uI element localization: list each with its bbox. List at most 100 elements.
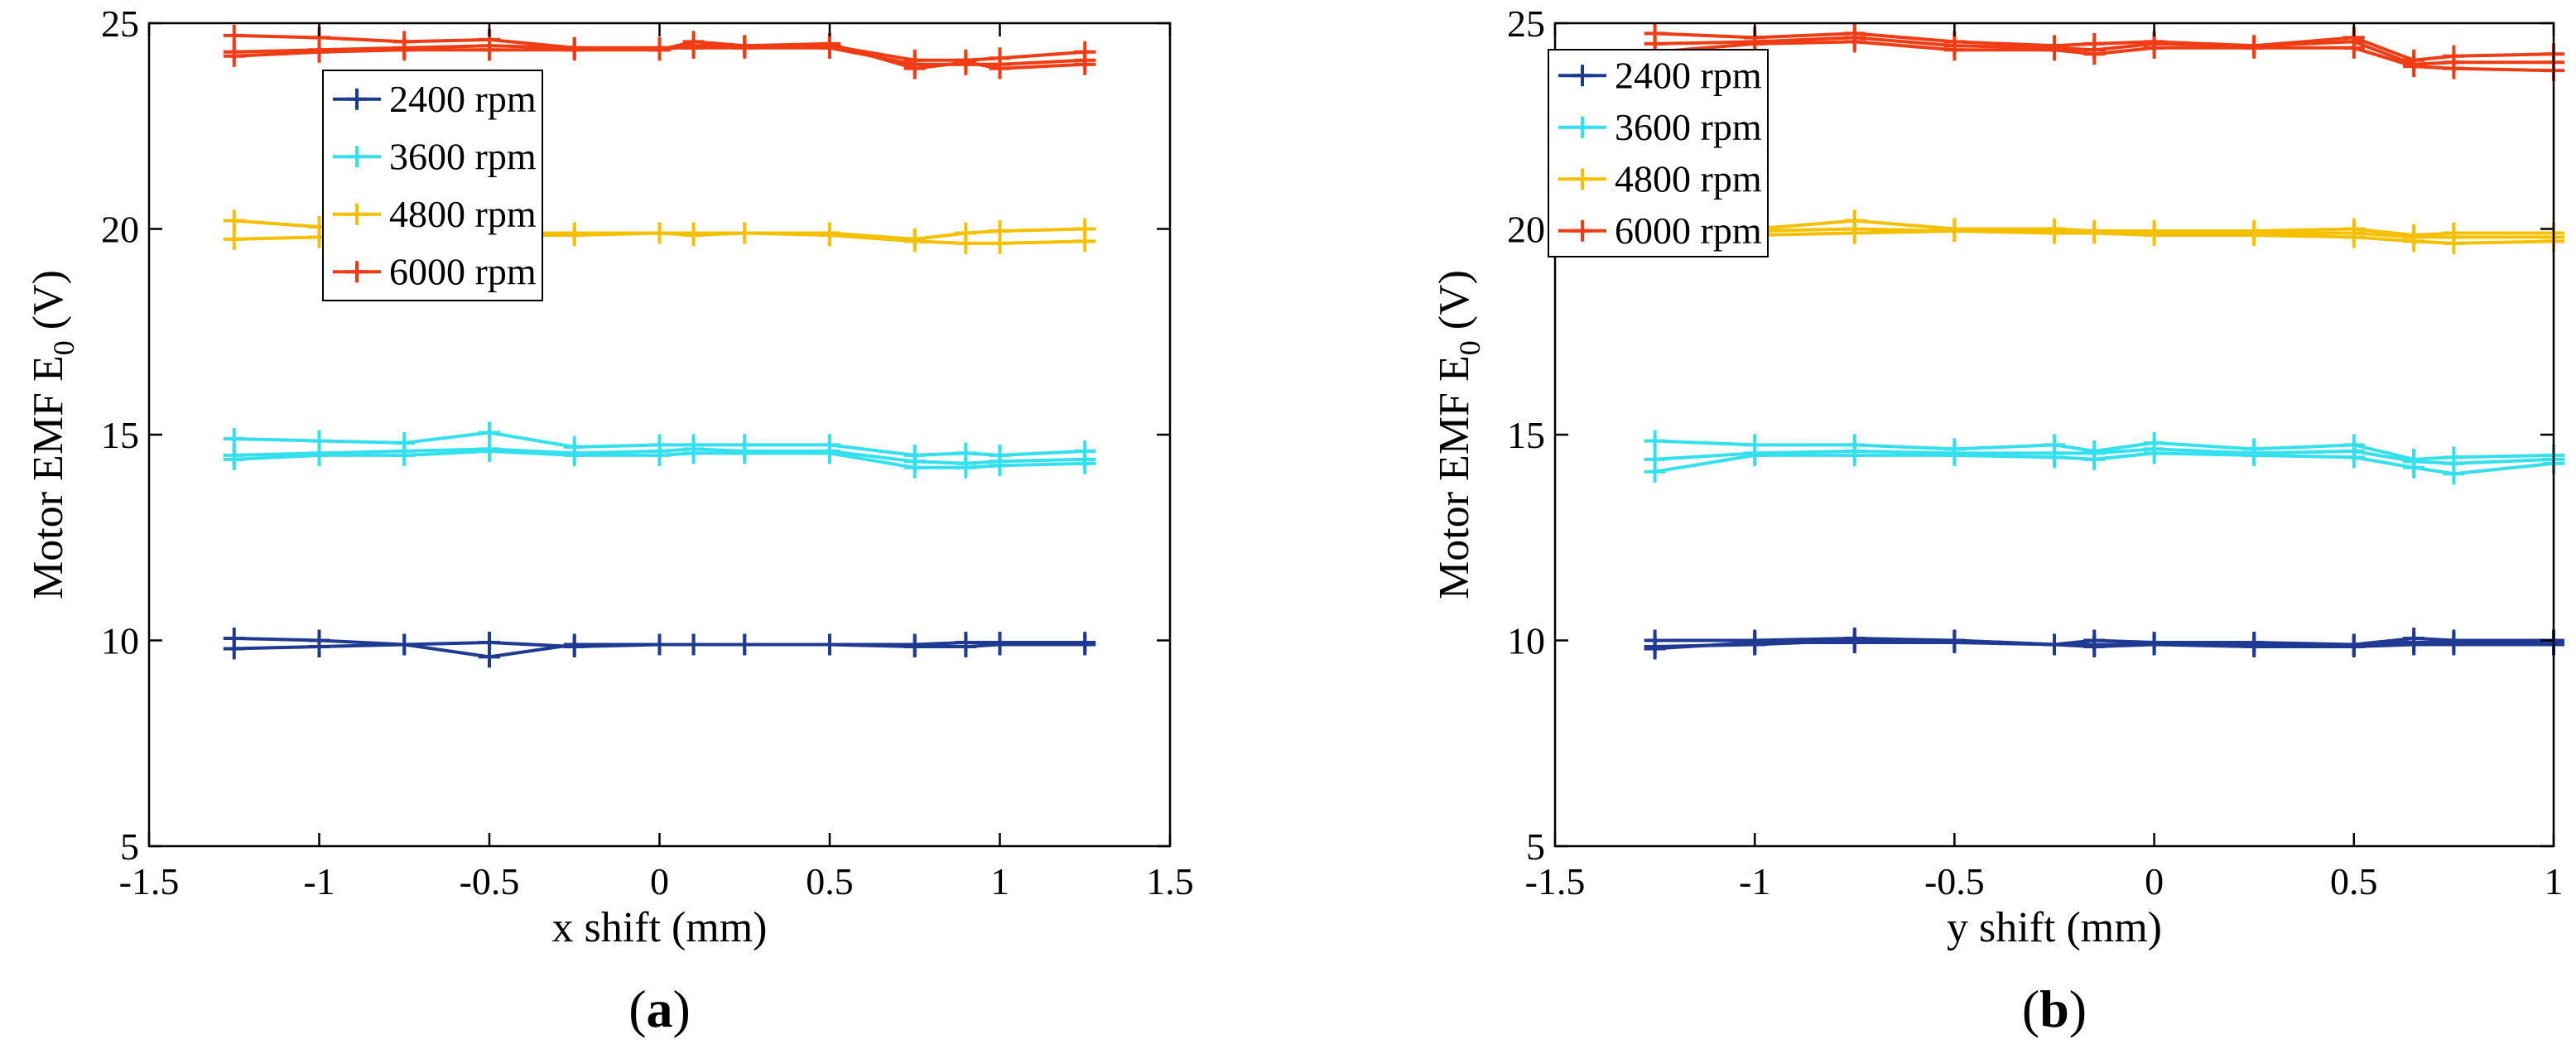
data-point (955, 51, 977, 74)
data-point (563, 39, 585, 61)
legend: 2400 rpm 3600 rpm 4800 rpm 6000 rpm (1548, 49, 1769, 257)
data-point (1074, 53, 1096, 75)
legend-swatch-marker (1572, 116, 1593, 138)
data-point (393, 39, 416, 61)
data-point (2044, 446, 2065, 469)
data-point (2083, 448, 2106, 470)
data-point (2083, 633, 2106, 656)
data-point (682, 442, 705, 464)
legend-swatch-marker (346, 261, 368, 283)
panel-label-letter: b (2039, 979, 2069, 1038)
y-axis-label-subscript: 0 (47, 340, 80, 355)
data-point (308, 41, 330, 63)
data-point (223, 448, 245, 470)
data-point (2143, 442, 2165, 464)
data-point (734, 222, 756, 244)
x-axis-label: x shift (mm) (552, 904, 768, 951)
y-tick-label: 10 (101, 620, 139, 662)
data-point (2143, 36, 2165, 59)
legend-swatch-marker (346, 203, 368, 225)
data-point (682, 224, 705, 246)
data-point (2044, 633, 2065, 656)
x-tick-label: 0 (650, 860, 669, 902)
data-point (1744, 444, 1766, 466)
data-point (1943, 219, 1966, 242)
data-point (2443, 232, 2465, 254)
x-axis-label: y shift (mm) (1947, 904, 2162, 951)
legend-swatch-marker (1572, 219, 1593, 242)
data-point (989, 455, 1011, 477)
data-point (2342, 446, 2365, 469)
data-point (1744, 631, 1766, 653)
data-point (563, 635, 585, 657)
data-point (1644, 638, 1666, 660)
x-tick-label: -0.5 (1924, 860, 1985, 902)
y-tick-label: 15 (101, 414, 139, 456)
data-point (2243, 224, 2265, 246)
series-3600-rpm (223, 421, 1096, 479)
x-tick-label: 0.5 (2330, 860, 2378, 902)
data-point (1843, 631, 1866, 653)
y-axis-label-subscript: 0 (1453, 340, 1486, 355)
data-point (648, 222, 671, 244)
data-point (682, 35, 705, 57)
panel-label-close: ) (2069, 979, 2087, 1038)
data-point (1943, 39, 1966, 61)
x-tick-label: 1.5 (1146, 860, 1194, 902)
data-point (2044, 39, 2065, 61)
legend-label: 2400 rpm (1615, 54, 1762, 96)
data-point (223, 45, 245, 67)
y-tick-label: 25 (1507, 2, 1545, 45)
data-point (989, 633, 1011, 656)
panel-label: (a) (628, 979, 691, 1038)
legend-label: 6000 rpm (389, 250, 537, 292)
data-point (2083, 43, 2106, 65)
y-axis-label-main: Motor EMF E (1431, 355, 1478, 599)
panel-label-open: ( (2022, 979, 2039, 1038)
legend: 2400 rpm 3600 rpm 4800 rpm 6000 rpm (322, 70, 543, 301)
x-tick-label: 0.5 (806, 860, 854, 902)
series-6000-rpm (223, 24, 1096, 79)
data-point (989, 232, 1011, 254)
data-point (479, 440, 500, 462)
x-tick-label: -1 (303, 860, 335, 902)
data-point (2083, 222, 2106, 244)
data-point (903, 230, 926, 253)
data-point (223, 228, 245, 250)
data-point (1843, 444, 1866, 466)
data-point (479, 39, 500, 61)
y-tick-label: 20 (101, 209, 139, 251)
data-point (734, 633, 756, 656)
data-point (2143, 633, 2165, 656)
data-point (955, 232, 977, 254)
data-point (903, 456, 926, 479)
data-point (2243, 635, 2265, 657)
data-point (2342, 635, 2365, 657)
series-4800-rpm (1644, 209, 2564, 254)
series-2400-rpm (223, 628, 1096, 668)
data-point (2403, 456, 2425, 479)
data-point (2044, 222, 2065, 244)
data-point (563, 224, 585, 246)
data-point (563, 444, 585, 466)
data-point (2403, 55, 2425, 78)
data-point (1843, 31, 1866, 53)
legend-swatch-marker (346, 88, 368, 110)
legend-swatch-marker (1572, 168, 1593, 190)
data-point (2403, 633, 2425, 656)
legend-swatch-marker (346, 146, 368, 168)
y-axis-label-main: Motor EMF E (25, 355, 72, 599)
data-point (955, 635, 977, 657)
y-tick-label: 20 (1507, 209, 1545, 251)
chart-panel-a: -1.5 -1 -0.5 0 0.5 1 1.5 5 10 15 20 25 x shift (mm) M… (25, 2, 1194, 1038)
data-point (2342, 226, 2365, 248)
panel-label-open: ( (628, 979, 646, 1038)
data-point (1943, 631, 1966, 653)
series-2400-rpm (1644, 628, 2564, 660)
series-6000-rpm (1644, 22, 2564, 82)
x-tick-label: -0.5 (460, 860, 520, 902)
y-tick-label: 10 (1507, 620, 1545, 662)
data-point (1644, 460, 1666, 483)
data-point (393, 633, 416, 656)
